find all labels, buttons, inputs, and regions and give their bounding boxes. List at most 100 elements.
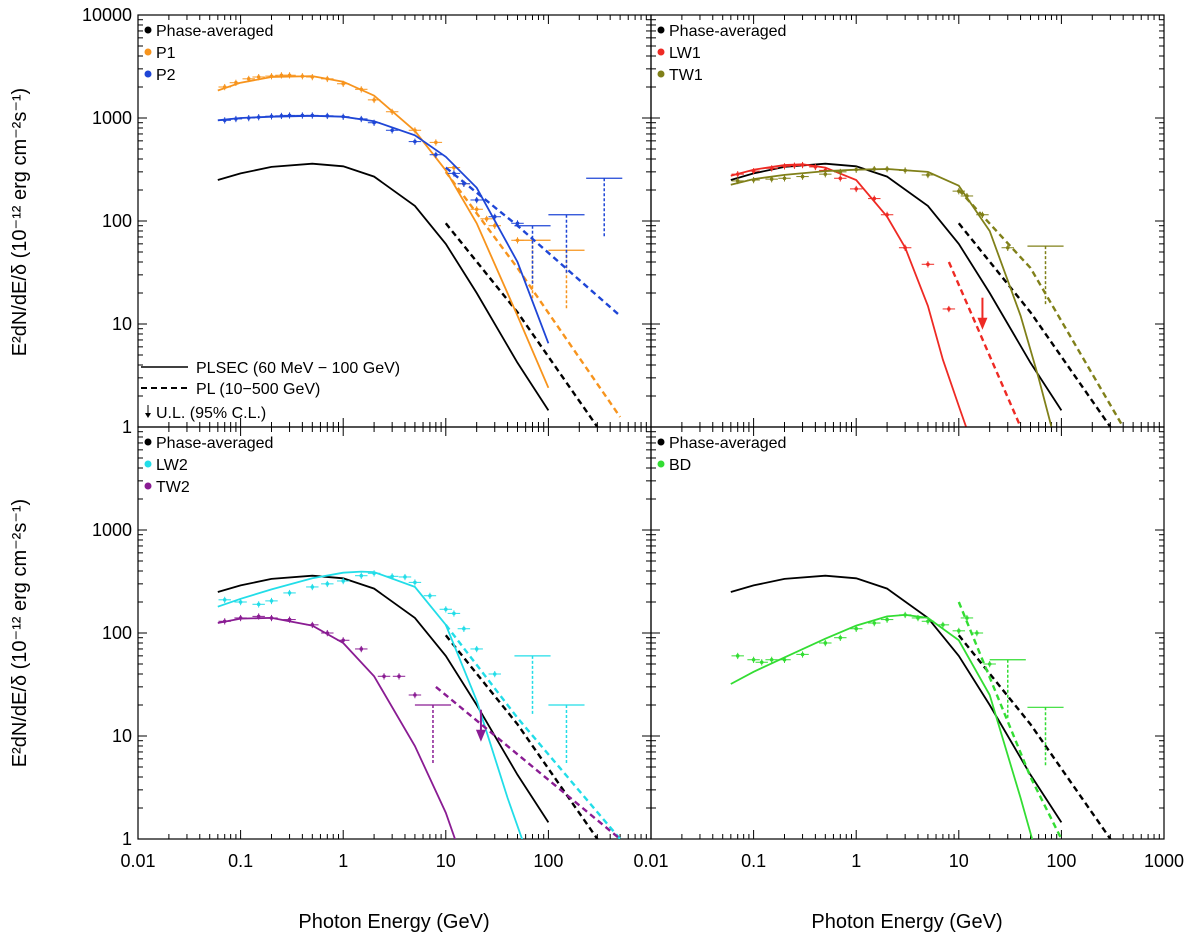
data-point — [462, 181, 466, 186]
fit-line-BD — [730, 613, 1034, 839]
x-tick-label: 10 — [949, 851, 969, 871]
data-point — [269, 616, 274, 620]
x-tick-label: 0.1 — [228, 851, 253, 871]
data-point — [256, 115, 261, 119]
pl-line-BD — [957, 601, 1063, 839]
data-point — [872, 621, 877, 625]
series-bd — [730, 601, 1064, 839]
data-point — [492, 214, 497, 219]
data-point — [234, 117, 238, 121]
fit-line-Phase-averaged — [217, 574, 550, 823]
data-point — [300, 74, 305, 78]
data-point — [926, 173, 930, 177]
pl-line-P1 — [444, 171, 622, 418]
x-tick-label: 1 — [338, 851, 348, 871]
data-point — [287, 591, 292, 595]
data-point — [462, 626, 466, 631]
data-point — [310, 75, 315, 79]
data-point — [474, 207, 479, 212]
x-tick-label: 10 — [436, 851, 456, 871]
data-point — [838, 170, 843, 174]
data-point — [484, 217, 489, 221]
data-point — [372, 120, 376, 125]
data-point — [246, 116, 251, 120]
data-point — [341, 579, 346, 583]
x-tick-label: 1 — [851, 851, 861, 871]
data-point — [222, 598, 227, 602]
data-point — [1005, 245, 1010, 250]
data-point — [838, 176, 843, 181]
panel-bottom-left: 0.01 0.1 1 10 100 1 10 100 1000 Phase-averaged LW2… — [92, 426, 652, 871]
series-tw2 — [217, 613, 621, 839]
data-point — [872, 167, 877, 171]
series-lw1 — [730, 161, 1022, 427]
data-point — [782, 657, 787, 662]
data-point — [428, 593, 432, 598]
data-point — [965, 616, 969, 620]
data-point — [452, 171, 456, 176]
pl-line-Phase-averaged — [444, 222, 599, 427]
data-point — [287, 113, 292, 118]
legend-label: LW1 — [669, 45, 701, 62]
y-tick-label: 10000 — [82, 5, 132, 25]
legend-arrowhead — [145, 413, 151, 418]
legend-label: Phase-averaged — [669, 23, 786, 40]
legend-label: Phase-averaged — [156, 435, 273, 452]
data-point — [325, 114, 330, 118]
data-point — [965, 194, 969, 198]
legend-marker — [144, 438, 152, 446]
data-point — [325, 631, 330, 635]
legend-bottom-left: Phase-averaged LW2 TW2 — [144, 435, 273, 496]
data-point — [941, 623, 945, 627]
y-tick-label: 100 — [102, 211, 132, 231]
legend-model-label: U.L. (95% C.L.) — [156, 405, 266, 422]
fit-line-Phase-averaged — [730, 162, 1063, 411]
pl-line-Phase-averaged — [957, 634, 1112, 839]
data-point — [885, 167, 889, 171]
x-tick-label: 100 — [533, 851, 563, 871]
data-point — [751, 178, 756, 182]
data-point — [452, 611, 456, 616]
data-point — [413, 128, 417, 133]
data-layer — [730, 161, 1125, 427]
y-tick-label: 100 — [102, 623, 132, 643]
data-point — [222, 85, 227, 89]
data-point — [854, 626, 858, 631]
x-tick-label: 1000 — [1144, 851, 1184, 871]
legend-marker — [144, 48, 152, 56]
y-tick-label: 1000 — [92, 520, 132, 540]
data-point — [769, 657, 774, 662]
data-point — [800, 163, 805, 167]
y-tick-label: 1 — [122, 417, 132, 437]
data-point — [269, 599, 274, 603]
legend-label: P1 — [156, 45, 176, 62]
panel-frame — [650, 426, 1165, 840]
data-point — [287, 617, 292, 622]
legend-label: Phase-averaged — [156, 23, 273, 40]
y-tick-label: 10 — [112, 314, 132, 334]
data-point — [474, 647, 479, 651]
legend-label: TW2 — [156, 479, 190, 496]
legend-marker — [657, 26, 665, 34]
pl-line-TW2 — [435, 685, 621, 839]
model-legend: PLSEC (60 MeV − 100 GeV) PL (10−500 GeV) U… — [141, 360, 400, 422]
data-point — [854, 187, 858, 191]
data-point — [515, 221, 520, 226]
fit-line-P2 — [217, 114, 550, 344]
series-lw2 — [217, 570, 622, 839]
data-point — [916, 616, 920, 620]
data-point — [372, 571, 376, 576]
data-point — [903, 613, 907, 617]
fit-line-Phase-averaged — [730, 574, 1063, 823]
data-point — [735, 172, 740, 176]
data-point — [838, 635, 843, 640]
data-point — [474, 198, 479, 202]
data-point — [980, 212, 985, 217]
data-point — [957, 189, 961, 193]
data-point — [390, 574, 394, 579]
data-point — [735, 179, 740, 183]
legend-label: LW2 — [156, 457, 188, 474]
data-point — [800, 174, 805, 179]
y-axis-title-top: E²dN/dE/δ (10⁻¹² erg cm⁻²s⁻¹) — [9, 88, 31, 356]
